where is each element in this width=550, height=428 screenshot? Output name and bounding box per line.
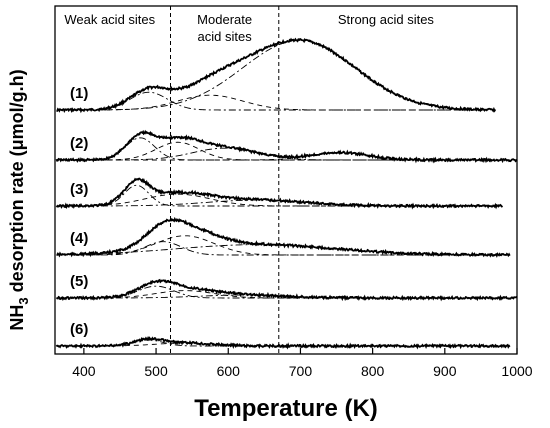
desorption-curve <box>55 278 518 302</box>
desorption-curve <box>55 177 504 210</box>
fit-component <box>70 152 510 161</box>
fit-component <box>70 235 503 256</box>
series-label: (6) <box>70 321 88 338</box>
series-label: (3) <box>70 181 88 198</box>
desorption-curve <box>55 129 518 164</box>
series-label: (1) <box>70 85 88 102</box>
fit-component <box>70 290 510 299</box>
region-label-line: acid sites <box>198 29 253 44</box>
x-tick-label: 800 <box>361 363 385 379</box>
y-axis-title-subscript: 3 <box>16 297 31 304</box>
fit-component <box>70 39 489 111</box>
x-tick-label: 600 <box>217 363 241 379</box>
fit-component <box>70 91 489 111</box>
y-axis-title-rest: desorption rate (μmol/g.h) <box>7 69 27 297</box>
x-axis-title: Temperature (K) <box>194 395 378 422</box>
x-tick-label: 700 <box>289 363 313 379</box>
series-label: (5) <box>70 273 88 290</box>
series-label: (4) <box>70 230 88 247</box>
fit-component <box>70 184 496 207</box>
region-label: Strong acid sites <box>338 12 435 27</box>
desorption-curve <box>56 216 511 258</box>
region-label: Moderate acid sites <box>197 12 252 44</box>
series-label: (2) <box>70 135 88 152</box>
region-label: Weak acid sites <box>64 12 155 27</box>
x-tick-label: 400 <box>72 363 96 379</box>
plot-frame <box>54 5 518 355</box>
region-label-line: Weak acid sites <box>64 12 155 27</box>
region-label-line: Strong acid sites <box>338 12 435 27</box>
y-axis-title-main: NH <box>7 305 27 331</box>
x-tick-label: 500 <box>144 363 168 379</box>
x-tick-label: 1000 <box>501 363 532 379</box>
desorption-curve <box>55 335 511 350</box>
region-label-line: Moderate <box>197 12 252 27</box>
y-axis-title: NH3 desorption rate (μmol/g.h) <box>7 69 31 330</box>
desorption-curve <box>56 37 497 114</box>
x-tick-label: 900 <box>433 363 457 379</box>
fit-component <box>70 94 489 111</box>
